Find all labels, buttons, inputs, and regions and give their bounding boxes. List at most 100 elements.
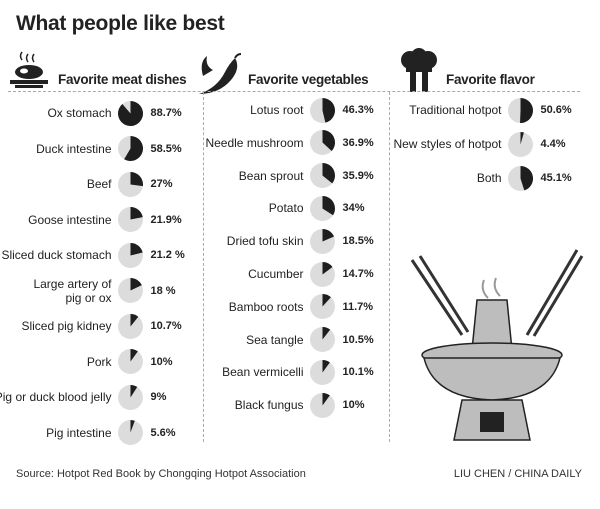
- category-label: Beef: [86, 177, 112, 191]
- pie-mark: [309, 228, 335, 254]
- chef-hat-icon: [401, 48, 437, 92]
- pie-mark: [117, 384, 143, 410]
- value-label: 21.9%: [150, 213, 182, 226]
- pie-mark: [309, 359, 335, 385]
- pie-mark: [309, 261, 335, 287]
- pie-mark: [309, 294, 335, 320]
- category-label: Sea tangle: [246, 332, 304, 347]
- category-label: Pig intestine: [46, 425, 112, 440]
- pie-slice: [130, 349, 138, 362]
- category-label: Ox stomach: [47, 106, 112, 120]
- value-label: 11.7%: [342, 300, 374, 313]
- chili-pepper-icon: [199, 53, 242, 94]
- pie-mark: [507, 165, 533, 191]
- pie-slice: [322, 163, 335, 184]
- pie-mark: [309, 392, 335, 418]
- value-label: 10.1%: [342, 366, 374, 379]
- value-label: 10%: [150, 355, 173, 368]
- value-label: 10%: [342, 399, 365, 412]
- category-label: Cucumber: [248, 267, 304, 281]
- pie-mark: [117, 171, 143, 197]
- category-label: Bean sprout: [238, 168, 304, 183]
- category-label: Both: [476, 171, 502, 185]
- pie-slice: [520, 131, 524, 144]
- value-label: 35.9%: [342, 169, 374, 182]
- category-label: Sliced duck stomach: [1, 248, 112, 262]
- category-label: Potato: [268, 201, 304, 216]
- value-label: 10.7%: [150, 320, 182, 332]
- divider: [203, 92, 204, 442]
- value-label: 10.5%: [342, 333, 374, 346]
- credit: LIU CHEN / CHINA DAILY: [453, 468, 582, 480]
- pie-mark: [309, 195, 335, 221]
- category-label: New styles of hotpot: [393, 137, 502, 151]
- pie-mark: [309, 327, 335, 353]
- category-label: Duck intestine: [36, 141, 112, 156]
- pie-slice: [322, 97, 335, 123]
- pie-slice: [322, 327, 330, 340]
- pie-mark: [309, 163, 335, 189]
- page-title: What people like best: [16, 12, 225, 35]
- value-label: 45.1%: [540, 172, 572, 184]
- pie-slice: [130, 278, 142, 291]
- pie-slice: [117, 100, 143, 126]
- value-label: 5.6%: [150, 426, 176, 439]
- pie-mark: [117, 242, 143, 268]
- pie-mark: [117, 136, 143, 161]
- pie-slice: [130, 207, 143, 220]
- pie-slice: [322, 195, 335, 216]
- section-title-flavor: Favorite flavor: [446, 72, 535, 87]
- pie-mark: [507, 97, 533, 123]
- divider: [389, 92, 390, 442]
- pie-mark: [507, 131, 533, 157]
- value-label: 58.5%: [150, 142, 182, 155]
- category-label: Pig or duck blood jelly: [0, 390, 112, 404]
- pie-slice: [519, 97, 533, 123]
- category-label: Sliced pig kidney: [21, 319, 112, 333]
- pie-mark: [117, 313, 143, 339]
- pie-slice: [130, 384, 137, 397]
- value-label: 21.2 %: [150, 249, 185, 261]
- pie-slice: [322, 261, 332, 274]
- pie-slice: [322, 392, 330, 406]
- pie-mark: [117, 207, 143, 232]
- source-note: Source: Hotpot Red Book by Chongqing Hot…: [16, 468, 306, 480]
- value-label: 88.7%: [150, 107, 182, 119]
- category-label: Pork: [86, 354, 112, 369]
- pie-slice: [322, 228, 334, 242]
- category-label: Bamboo roots: [228, 299, 304, 314]
- category-label: Black fungus: [234, 398, 304, 413]
- divider: [8, 91, 580, 92]
- category-label: Bean vermicelli: [222, 365, 304, 380]
- pie-slice: [322, 294, 331, 307]
- category-label: Needle mushroom: [205, 135, 304, 150]
- category-label: Dried tofu skin: [226, 234, 304, 249]
- section-title-vegetables: Favorite vegetables: [248, 72, 369, 87]
- value-label: 18.5%: [342, 235, 374, 248]
- category-label: Lotus root: [250, 103, 304, 117]
- value-label: 46.3%: [342, 104, 374, 116]
- category-label: Large artery of pig or ox: [33, 276, 112, 305]
- section-title-meat: Favorite meat dishes: [58, 72, 187, 87]
- pie-slice: [123, 136, 143, 161]
- pie-mark: [309, 130, 335, 156]
- steak-icon: [10, 51, 48, 88]
- pie-slice: [520, 165, 533, 190]
- pie-slice: [130, 420, 135, 433]
- value-label: 14.7%: [342, 268, 374, 280]
- value-label: 50.6%: [540, 104, 572, 116]
- value-label: 27%: [150, 178, 173, 190]
- hotpot-illustration: [410, 249, 584, 441]
- value-label: 9%: [150, 391, 167, 403]
- category-label: Goose intestine: [28, 212, 112, 227]
- category-label: Traditional hotpot: [409, 103, 502, 117]
- value-label: 34%: [342, 202, 365, 215]
- pie-slice: [322, 130, 335, 152]
- value-label: 18 %: [150, 284, 176, 297]
- value-label: 4.4%: [540, 138, 566, 150]
- value-label: 36.9%: [342, 136, 374, 149]
- pie-slice: [130, 171, 143, 186]
- pie-mark: [117, 349, 143, 374]
- pie-slice: [130, 313, 138, 326]
